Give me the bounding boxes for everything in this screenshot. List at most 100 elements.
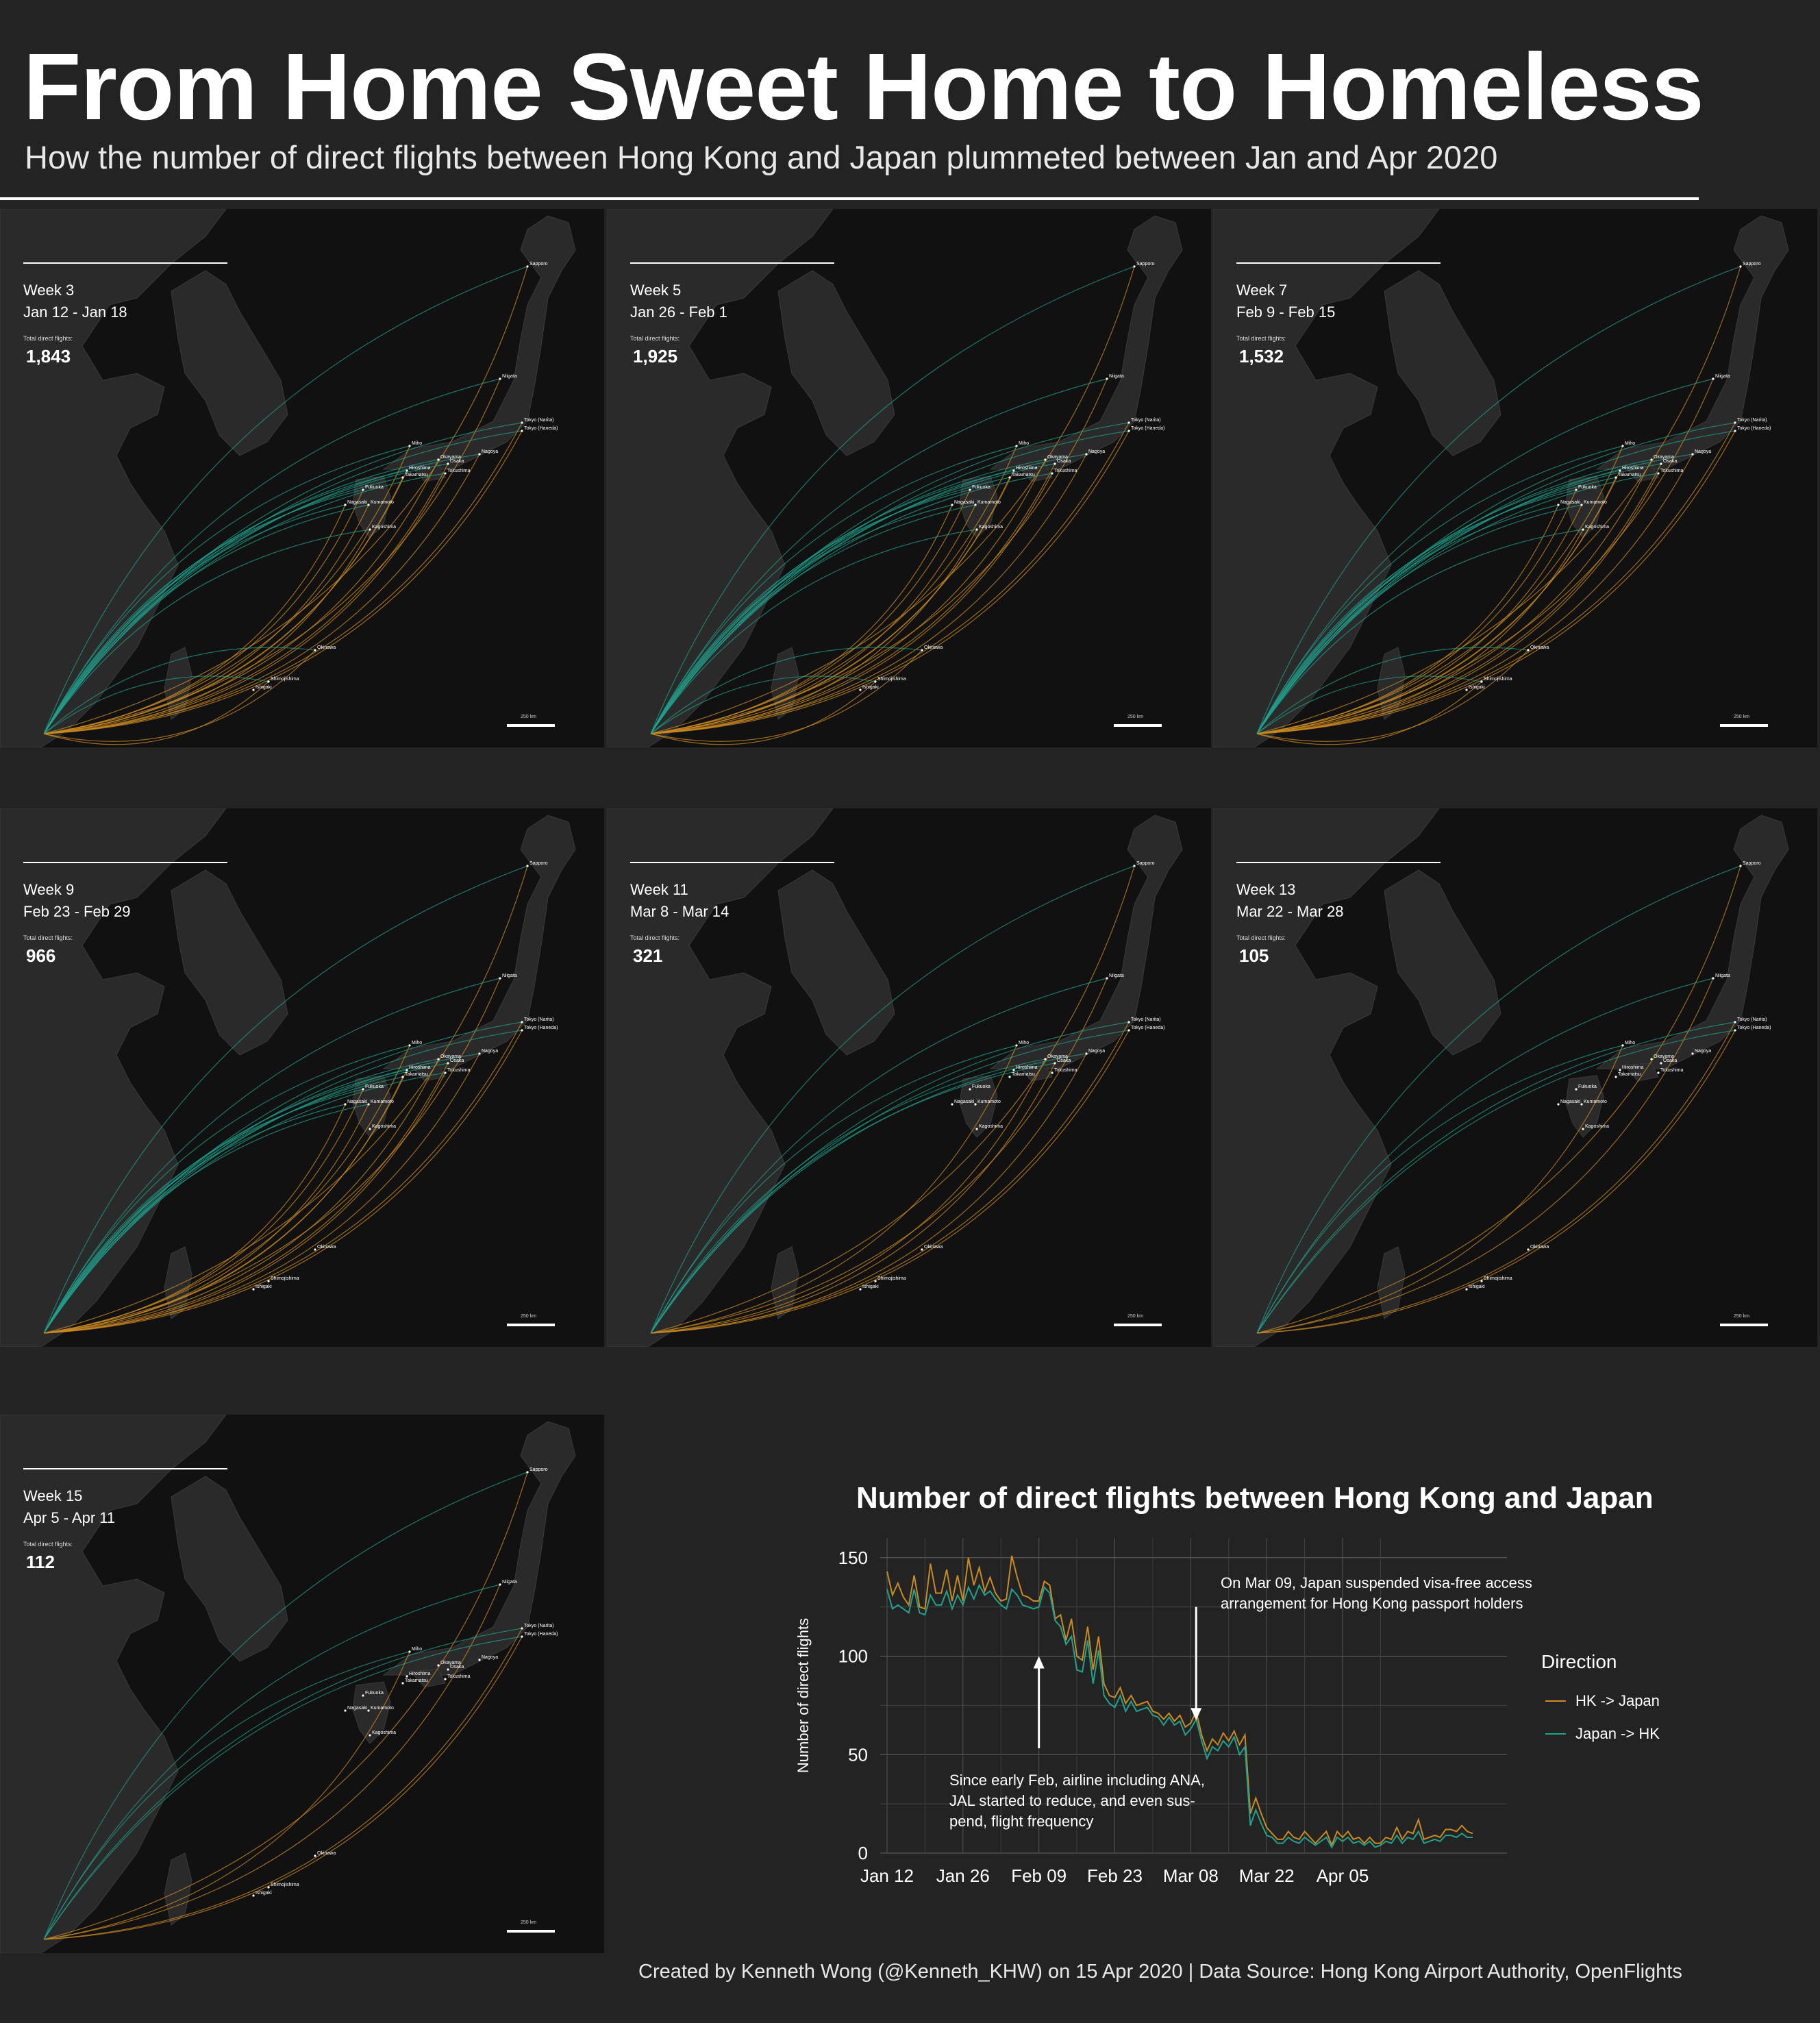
city-dot xyxy=(1580,1103,1583,1106)
map-svg: Sapporo Niigata Tokyo (Narita) Tokyo (Haned… xyxy=(607,209,1183,747)
city-label: Fukuoka xyxy=(1578,1084,1597,1089)
route-japan-to-hk xyxy=(650,647,923,734)
city-dot xyxy=(1127,430,1130,432)
city-dot xyxy=(1527,649,1530,651)
route-japan-to-hk xyxy=(43,504,346,734)
route-hk-to-japan xyxy=(650,649,923,742)
city-label: Miho xyxy=(1625,441,1635,446)
route-japan-to-hk xyxy=(43,504,369,734)
city-dot xyxy=(444,472,447,475)
panel-week: Week 7 xyxy=(1236,282,1288,299)
panel-total-label: Total direct flights: xyxy=(630,934,680,941)
city-dot xyxy=(859,688,862,691)
city-label: Nagoya xyxy=(482,449,498,454)
city-dot xyxy=(401,476,404,479)
city-label: Takamatsu xyxy=(1618,473,1641,477)
route-hk-to-japan xyxy=(43,1053,480,1334)
city-label: Okayama xyxy=(440,1661,461,1665)
legend-swatch-hk-to-japan xyxy=(1545,1700,1566,1702)
route-hk-to-japan xyxy=(43,649,316,742)
city-label: Niigata xyxy=(502,374,517,379)
city-label: Kumamoto xyxy=(977,1100,1001,1104)
city-dot xyxy=(526,865,529,867)
city-dot xyxy=(874,1280,877,1282)
city-label: Okayama xyxy=(1047,1054,1068,1059)
city-label: Fukuoka xyxy=(365,485,384,490)
city-label: Ishigaki xyxy=(255,1284,272,1289)
panel-total-value: 105 xyxy=(1239,945,1269,966)
series-line-japan-to-hk xyxy=(886,1583,1473,1849)
route-hk-to-japan xyxy=(43,1584,501,1940)
land-shape xyxy=(607,209,834,747)
city-dot xyxy=(401,1682,404,1685)
land-shape xyxy=(410,1669,446,1688)
panel-total-value: 1,925 xyxy=(633,346,678,367)
city-dot xyxy=(1621,1044,1624,1047)
panel-dates: Feb 23 - Feb 29 xyxy=(23,903,131,920)
legend-item-hk-to-japan: HK -> Japan xyxy=(1545,1692,1660,1710)
scale-label: 250 km xyxy=(1734,1314,1749,1319)
city-dot xyxy=(526,265,529,268)
city-dot xyxy=(1734,1021,1736,1023)
city-label: Tokyo (Haneda) xyxy=(1737,1026,1771,1030)
city-dot xyxy=(1619,1069,1621,1071)
city-dot xyxy=(344,504,347,506)
city-label: Hiroshima xyxy=(1016,466,1038,471)
route-hk-to-japan xyxy=(650,978,1108,1334)
city-label: Tokushima xyxy=(447,1674,471,1679)
panel-week: Week 11 xyxy=(630,881,688,898)
city-dot xyxy=(401,1076,404,1078)
city-label: Kumamoto xyxy=(371,1706,394,1711)
panel-divider xyxy=(1236,262,1441,264)
land-shape xyxy=(989,815,1183,1069)
city-dot xyxy=(369,528,371,531)
city-label: Sapporo xyxy=(1136,861,1155,866)
route-japan-to-hk xyxy=(43,463,449,734)
city-dot xyxy=(344,1103,347,1106)
panel-dates: Jan 26 - Feb 1 xyxy=(630,303,727,321)
city-label: Tokushima xyxy=(447,1068,471,1073)
city-label: Niigata xyxy=(1715,374,1730,379)
city-label: Nagoya xyxy=(482,1049,498,1054)
panel-dates: Feb 9 - Feb 15 xyxy=(1236,303,1336,321)
city-label: Shimojishima xyxy=(271,1883,299,1887)
city-dot xyxy=(314,1854,316,1857)
scale-bar xyxy=(1114,724,1162,727)
route-hk-to-japan xyxy=(1256,681,1482,745)
land-shape xyxy=(410,463,446,482)
route-hk-to-japan xyxy=(43,378,501,734)
city-label: Fukuoka xyxy=(972,1084,990,1089)
map-svg: Sapporo Niigata Tokyo (Narita) Tokyo (Haned… xyxy=(0,808,576,1347)
route-japan-to-hk xyxy=(1256,378,1714,734)
city-dot xyxy=(951,504,953,506)
land-shape xyxy=(959,1075,998,1138)
city-label: Sapporo xyxy=(529,1467,548,1472)
land-shape xyxy=(171,1476,288,1662)
city-dot xyxy=(1127,421,1130,424)
route-hk-to-japan xyxy=(43,504,346,734)
city-label: Okayama xyxy=(440,455,461,460)
city-label: Niigata xyxy=(502,973,517,978)
city-label: Nagasaki xyxy=(347,500,368,505)
city-label: Shimojishima xyxy=(271,677,299,682)
legend-label-hk-to-japan: HK -> Japan xyxy=(1575,1692,1660,1709)
panel-week: Week 9 xyxy=(23,881,75,898)
route-japan-to-hk xyxy=(43,1651,410,1940)
city-label: Tokushima xyxy=(1660,469,1684,473)
annotation-feb: Since early Feb, airline including ANA, … xyxy=(949,1772,1205,1830)
city-dot xyxy=(499,1583,501,1586)
scale-label: 250 km xyxy=(1127,715,1143,719)
city-label: Miho xyxy=(1019,1041,1029,1045)
legend-swatch-japan-to-hk xyxy=(1545,1733,1566,1735)
city-dot xyxy=(252,688,255,691)
route-hk-to-japan xyxy=(43,430,523,734)
x-tick-label: Jan 26 xyxy=(936,1865,990,1886)
map-svg: Sapporo Niigata Tokyo (Narita) Tokyo (Haned… xyxy=(0,1415,576,1953)
annotation-arrowhead-mar xyxy=(1191,1708,1202,1721)
route-japan-to-hk xyxy=(650,529,977,734)
city-label: Sapporo xyxy=(1136,262,1155,266)
route-hk-to-japan xyxy=(650,1045,1017,1334)
city-label: Tokyo (Narita) xyxy=(524,418,554,423)
city-dot xyxy=(499,977,501,980)
city-dot xyxy=(367,1103,370,1106)
